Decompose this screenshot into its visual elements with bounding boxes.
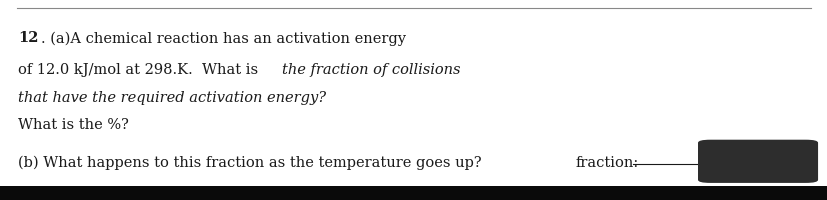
Text: %: %	[700, 155, 715, 169]
Text: 12: 12	[18, 31, 39, 45]
Text: Explain: Explain	[18, 189, 74, 200]
Text: that have the required activation energy?: that have the required activation energy…	[18, 91, 326, 105]
Text: . (a)A chemical reaction has an activation energy: . (a)A chemical reaction has an activati…	[41, 31, 405, 45]
Text: (b) What happens to this fraction as the temperature goes up?: (b) What happens to this fraction as the…	[18, 155, 481, 169]
Bar	[0, 186, 827, 200]
Text: of 12.0 kJ/mol at 298.K.  What is: of 12.0 kJ/mol at 298.K. What is	[18, 63, 263, 77]
Text: the fraction of collisions: the fraction of collisions	[281, 63, 460, 77]
Text: fraction:: fraction:	[575, 155, 638, 169]
FancyBboxPatch shape	[697, 140, 817, 183]
Text: What is the %?: What is the %?	[18, 117, 129, 131]
